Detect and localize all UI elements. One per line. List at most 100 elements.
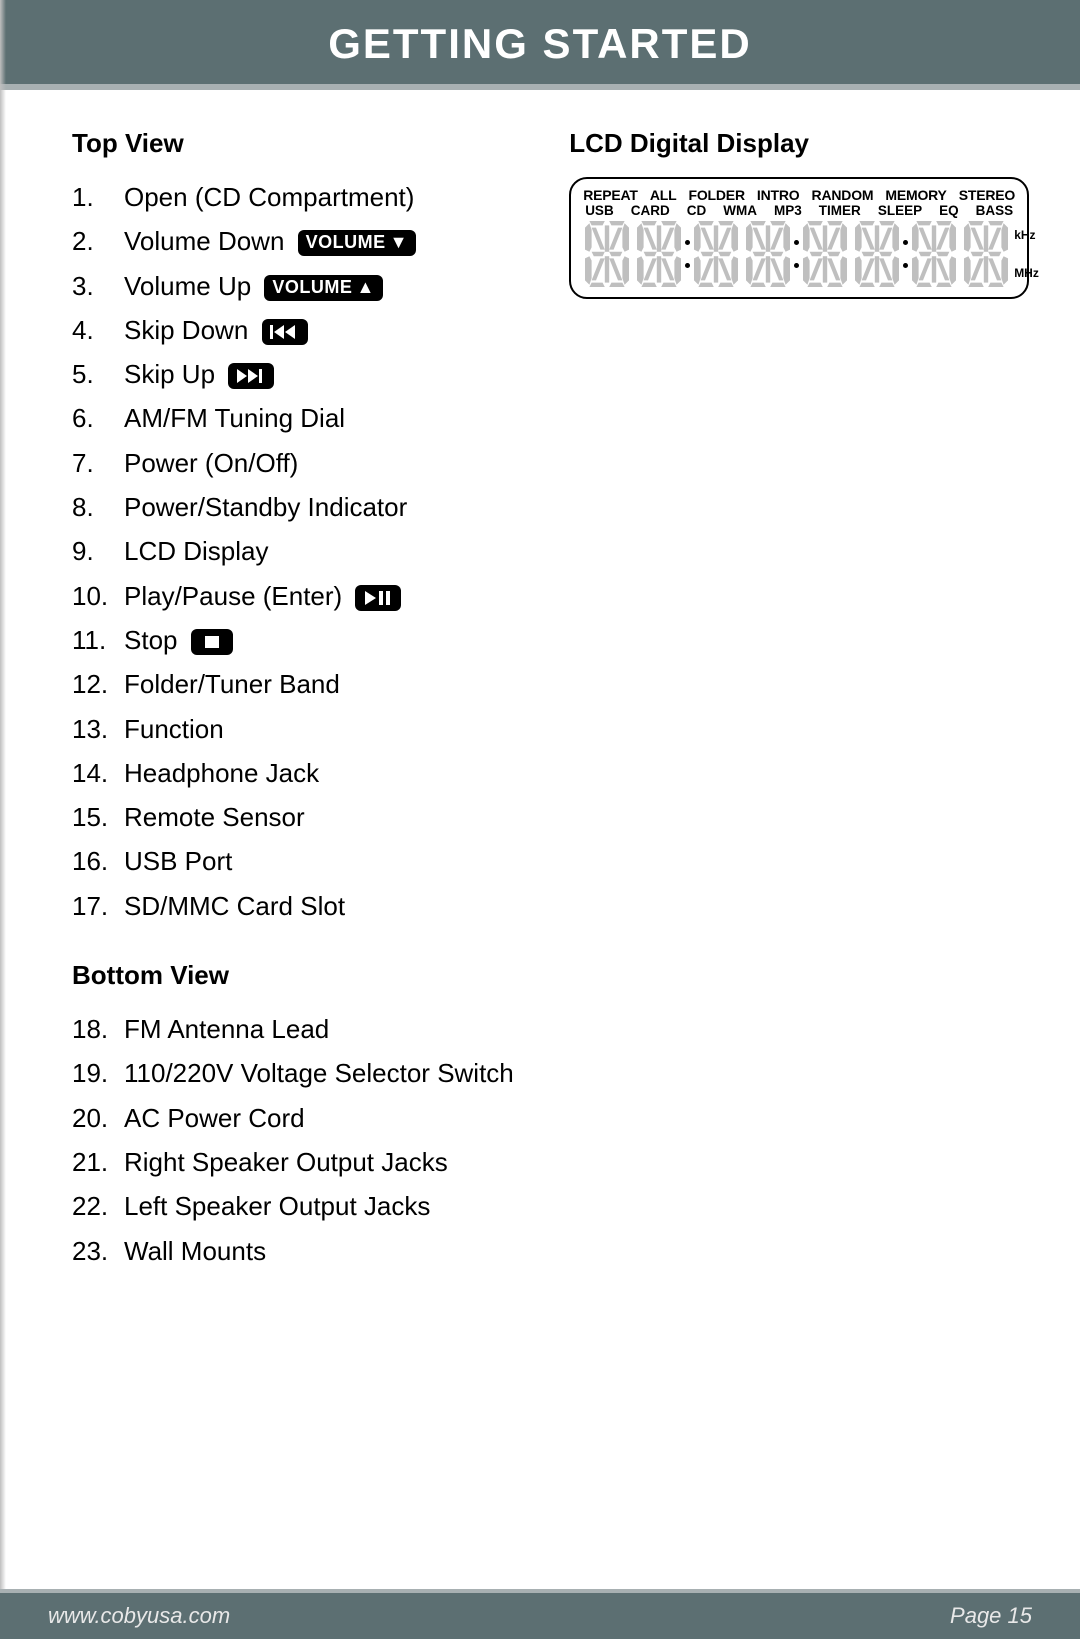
- list-item-label: Right Speaker Output Jacks: [124, 1147, 448, 1177]
- list-item: USB Port: [72, 841, 539, 881]
- top-view-list: Open (CD Compartment) Volume Down VOLUME▼…: [72, 177, 539, 926]
- lcd-indicator: CARD: [631, 203, 670, 218]
- list-item-label: Power/Standby Indicator: [124, 492, 407, 522]
- page-shadow: [0, 0, 6, 1639]
- list-item-label: Volume Down: [124, 226, 284, 256]
- lcd-segment-group: [583, 221, 683, 287]
- footer-url: www.cobyusa.com: [48, 1603, 230, 1629]
- lcd-colon: [903, 240, 908, 268]
- list-item: Open (CD Compartment): [72, 177, 539, 217]
- skip-next-icon: [228, 363, 274, 389]
- list-item-label: Stop: [124, 625, 178, 655]
- lcd-indicator: MEMORY: [885, 187, 946, 203]
- list-item: AC Power Cord: [72, 1098, 539, 1138]
- list-item-label: Remote Sensor: [124, 802, 305, 832]
- footer-page: Page 15: [950, 1603, 1032, 1629]
- stop-icon: [191, 629, 233, 655]
- list-item-label: SD/MMC Card Slot: [124, 891, 345, 921]
- list-item-label: Open (CD Compartment): [124, 182, 414, 212]
- list-item: Function: [72, 709, 539, 749]
- lcd-segment-row: kHzMHz: [581, 221, 1017, 287]
- page-footer: www.cobyusa.com Page 15: [0, 1589, 1080, 1639]
- list-item-label: Wall Mounts: [124, 1236, 266, 1266]
- play-pause-icon: [355, 585, 401, 611]
- list-item: SD/MMC Card Slot: [72, 886, 539, 926]
- left-column: Top View Open (CD Compartment) Volume Dow…: [60, 128, 559, 1275]
- content-area: Top View Open (CD Compartment) Volume Dow…: [0, 90, 1080, 1275]
- lcd-segment-digit: [962, 221, 1010, 287]
- list-item: Remote Sensor: [72, 797, 539, 837]
- list-item-label: 110/220V Voltage Selector Switch: [124, 1058, 514, 1088]
- lcd-indicator: RANDOM: [812, 187, 874, 203]
- lcd-indicator: FOLDER: [689, 187, 745, 203]
- skip-prev-icon: [262, 319, 308, 345]
- list-item-label: Power (On/Off): [124, 448, 298, 478]
- lcd-indicator: REPEAT: [583, 187, 638, 203]
- list-item-label: Volume Up: [124, 271, 251, 301]
- list-item: Left Speaker Output Jacks: [72, 1186, 539, 1226]
- lcd-indicator: TIMER: [819, 203, 861, 218]
- bottom-view-list: FM Antenna Lead 110/220V Voltage Selector…: [72, 1009, 539, 1271]
- list-item: Volume Down VOLUME▼: [72, 221, 539, 261]
- list-item: Stop: [72, 620, 539, 660]
- list-item-label: Play/Pause (Enter): [124, 581, 342, 611]
- volume-down-icon: VOLUME▼: [298, 230, 416, 256]
- lcd-indicator: STEREO: [959, 187, 1015, 203]
- lcd-indicator: WMA: [723, 203, 757, 218]
- list-item: LCD Display: [72, 531, 539, 571]
- lcd-unit-label: kHz: [1014, 228, 1039, 242]
- list-item: Headphone Jack: [72, 753, 539, 793]
- lcd-indicator: SLEEP: [878, 203, 922, 218]
- lcd-segment-digit: [744, 221, 792, 287]
- list-item-label: Left Speaker Output Jacks: [124, 1191, 430, 1221]
- list-item: Volume Up VOLUME▲: [72, 266, 539, 306]
- lcd-segment-group: [692, 221, 792, 287]
- bottom-view-heading: Bottom View: [72, 960, 539, 991]
- lcd-panel: REPEATALLFOLDERINTRORANDOMMEMORYSTEREO U…: [569, 177, 1029, 299]
- list-item: AM/FM Tuning Dial: [72, 398, 539, 438]
- lcd-indicator: ALL: [650, 187, 677, 203]
- list-item-label: USB Port: [124, 846, 232, 876]
- list-item: Skip Up: [72, 354, 539, 394]
- lcd-indicator-row-2: USBCARDCDWMAMP3TIMERSLEEPEQBASS: [581, 203, 1017, 221]
- list-item-label: FM Antenna Lead: [124, 1014, 329, 1044]
- lcd-indicator: EQ: [939, 203, 959, 218]
- page-header: GETTING STARTED: [0, 0, 1080, 90]
- lcd-segment-digit: [635, 221, 683, 287]
- lcd-indicator: CD: [687, 203, 707, 218]
- list-item: Skip Down: [72, 310, 539, 350]
- lcd-segment-digit: [910, 221, 958, 287]
- lcd-segment-digit: [801, 221, 849, 287]
- lcd-segment-group: [801, 221, 901, 287]
- lcd-segment-digit: [853, 221, 901, 287]
- lcd-indicator: MP3: [774, 203, 802, 218]
- lcd-units: kHz MHz: [1014, 222, 1039, 286]
- page-title: GETTING STARTED: [0, 20, 1080, 68]
- list-item: Wall Mounts: [72, 1231, 539, 1271]
- list-item-label: LCD Display: [124, 536, 269, 566]
- volume-up-icon: VOLUME▲: [264, 275, 382, 301]
- list-item-label: AM/FM Tuning Dial: [124, 403, 345, 433]
- list-item-label: Skip Up: [124, 359, 215, 389]
- list-item-label: Function: [124, 714, 224, 744]
- list-item: Folder/Tuner Band: [72, 664, 539, 704]
- list-item: Play/Pause (Enter): [72, 576, 539, 616]
- list-item: Right Speaker Output Jacks: [72, 1142, 539, 1182]
- lcd-indicator: BASS: [976, 203, 1014, 218]
- list-item-label: Headphone Jack: [124, 758, 319, 788]
- list-item-label: AC Power Cord: [124, 1103, 305, 1133]
- list-item: FM Antenna Lead: [72, 1009, 539, 1049]
- list-item-label: Folder/Tuner Band: [124, 669, 340, 699]
- list-item: 110/220V Voltage Selector Switch: [72, 1053, 539, 1093]
- top-view-heading: Top View: [72, 128, 539, 159]
- lcd-segment-group: [910, 221, 1010, 287]
- lcd-segment-digit: [692, 221, 740, 287]
- list-item: Power (On/Off): [72, 443, 539, 483]
- lcd-unit-label: MHz: [1014, 266, 1039, 280]
- right-column: LCD Digital Display REPEATALLFOLDERINTRO…: [559, 128, 1020, 1275]
- list-item-label: Skip Down: [124, 315, 248, 345]
- lcd-indicator: INTRO: [757, 187, 800, 203]
- lcd-colon: [685, 240, 690, 268]
- lcd-colon: [794, 240, 799, 268]
- lcd-segment-digit: [583, 221, 631, 287]
